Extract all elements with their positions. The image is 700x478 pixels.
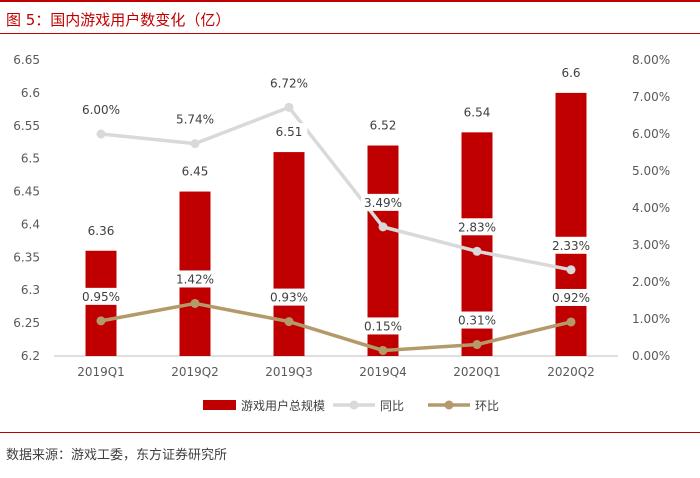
yoy-label: 6.00% [82, 103, 120, 117]
x-tick-label: 2019Q1 [77, 365, 125, 379]
yoy-line [99, 105, 573, 272]
yoy-point [472, 246, 482, 256]
qoq-label: 0.92% [552, 291, 590, 305]
yoy-label-bg [173, 110, 217, 128]
bar-total-users [555, 92, 587, 356]
qoq-label-bg [361, 317, 405, 335]
qoq-label: 0.15% [364, 319, 402, 333]
y-left-tick-label: 6.45 [13, 185, 40, 199]
source-note: 数据来源：游戏工委，东方证券研究所 [6, 448, 228, 463]
y-left-tick-label: 6.35 [13, 250, 40, 264]
x-tick-label: 2019Q4 [359, 365, 407, 379]
yoy-label: 5.74% [176, 113, 214, 127]
y-left-tick-label: 6.2 [21, 349, 40, 363]
y-right-tick-label: 1.00% [632, 312, 670, 326]
qoq-label-bg [173, 270, 217, 288]
chart: 6.2 6.25 6.3 6.35 6.4 6.45 6.5 6.55 6.6 6.65 0.00%… [13, 53, 670, 413]
qoq-label-bg [549, 288, 593, 306]
x-tick-label: 2019Q3 [265, 365, 313, 379]
y-left-tick-label: 6.55 [13, 119, 40, 133]
x-tick-label: 2020Q2 [547, 365, 595, 379]
yoy-point [284, 102, 294, 112]
yoy-label: 2.33% [552, 239, 590, 253]
y-right-tick-label: 6.00% [632, 127, 670, 141]
qoq-point [378, 345, 388, 355]
yoy-label: 6.72% [270, 76, 308, 90]
y-right-tick-label: 8.00% [632, 53, 670, 67]
bar-total-users-label: 6.36 [88, 224, 115, 238]
legend-marker-qoq [444, 400, 454, 410]
qoq-label: 0.93% [270, 291, 308, 305]
bar-total-users-label-bg [458, 103, 496, 121]
qoq-label-bg [79, 287, 123, 305]
y-right-tick-label: 7.00% [632, 90, 670, 104]
qoq-point [472, 340, 482, 350]
bar-total-users-label-bg [556, 63, 586, 81]
bar-total-users-label-bg [176, 162, 214, 180]
x-tick-label: 2019Q2 [171, 365, 219, 379]
x-tick-label: 2020Q1 [453, 365, 501, 379]
qoq-point [190, 298, 200, 308]
yoy-label-bg [361, 193, 405, 211]
legend-label-yoy: 同比 [380, 399, 404, 413]
y-left-tick-label: 6.65 [13, 53, 40, 67]
y-right-tick-label: 5.00% [632, 164, 670, 178]
qoq-label-bg [455, 311, 499, 329]
legend-marker-yoy [349, 400, 359, 410]
qoq-point [284, 317, 294, 327]
yoy-label: 3.49% [364, 196, 402, 210]
bar-total-users-label: 6.52 [370, 119, 397, 133]
qoq-label-bg [267, 288, 311, 306]
yoy-label-bg [549, 236, 593, 254]
page-title: 图 5：国内游戏用户数变化（亿） [6, 11, 231, 29]
yoy-label-bg [267, 74, 311, 92]
bar-total-users-label: 6.45 [182, 165, 209, 179]
yoy-point [190, 139, 200, 149]
yoy-label-bg [455, 218, 499, 236]
y-right-tick-label: 2.00% [632, 275, 670, 289]
y-left-tick-label: 6.25 [13, 316, 40, 330]
y-left-tick-label: 6.6 [21, 86, 40, 100]
y-left-tick-label: 6.4 [21, 217, 40, 231]
qoq-line [99, 301, 573, 353]
yoy-label-bg [79, 101, 123, 118]
qoq-label: 1.42% [176, 272, 214, 286]
y-left-tick-label: 6.5 [21, 152, 40, 166]
bar-total-users-label: 6.6 [561, 66, 580, 80]
bar-total-users-label: 6.54 [464, 105, 491, 119]
bottom-rule [0, 432, 700, 433]
bar-total-users-label: 6.51 [276, 125, 303, 139]
y-right-tick-label: 4.00% [632, 201, 670, 215]
y-right-tick-label: 0.00% [632, 349, 670, 363]
y-left-tick-label: 6.3 [21, 283, 40, 297]
bar-total-users-label-bg [364, 116, 402, 134]
title-rule [0, 33, 700, 34]
yoy-point [566, 265, 576, 275]
qoq-label: 0.31% [458, 314, 496, 328]
yoy-label: 2.83% [458, 220, 496, 234]
qoq-point [566, 317, 576, 327]
bar-total-users-label-bg [270, 123, 308, 141]
yoy-point [96, 129, 106, 139]
yoy-point [378, 222, 388, 232]
y-right-tick-label: 3.00% [632, 238, 670, 252]
legend-label-total-users: 游戏用户总规模 [241, 398, 325, 413]
legend-label-qoq: 环比 [475, 399, 499, 413]
bar-total-users-label-bg [82, 221, 120, 239]
qoq-point [96, 316, 106, 326]
qoq-label: 0.95% [82, 290, 120, 304]
legend-swatch-total-users [203, 400, 236, 410]
top-rule [0, 0, 700, 2]
